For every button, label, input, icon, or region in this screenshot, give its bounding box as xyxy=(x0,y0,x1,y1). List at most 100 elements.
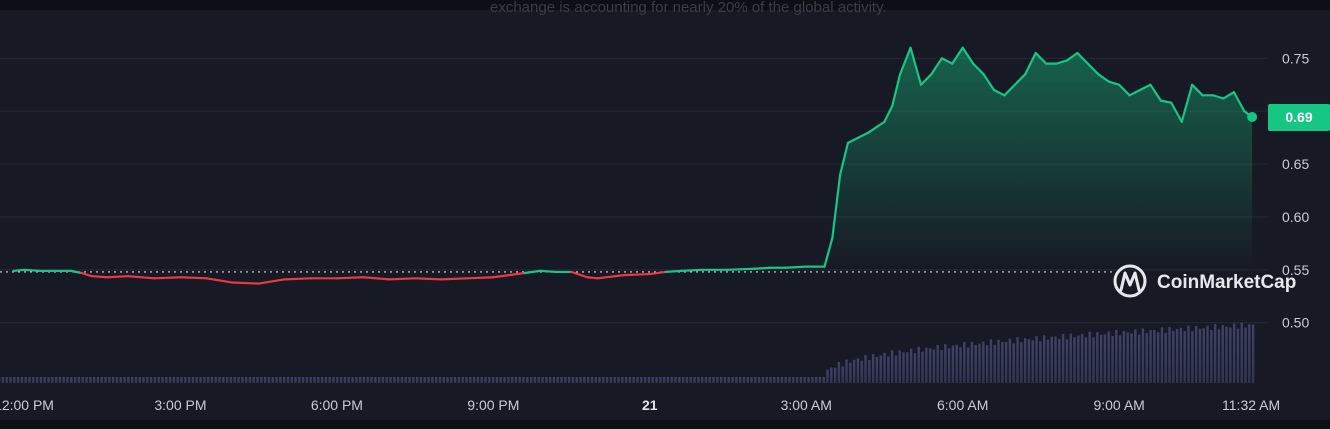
price-line-segment xyxy=(1118,83,1131,97)
volume-bar xyxy=(214,377,217,383)
volume-bar xyxy=(256,377,259,383)
volume-bar xyxy=(583,377,586,383)
volume-bar xyxy=(54,377,58,383)
volume-bar xyxy=(165,377,168,383)
volume-bar xyxy=(830,367,833,383)
volume-bar xyxy=(370,377,373,383)
volume-bar xyxy=(453,377,457,383)
price-line-segment xyxy=(951,46,964,65)
volume-bar xyxy=(719,377,723,383)
volume-bar xyxy=(408,377,411,383)
volume-bar xyxy=(263,377,267,383)
volume-bar xyxy=(723,377,727,383)
volume-bar xyxy=(176,377,179,383)
volume-bar xyxy=(875,356,879,383)
volume-bar xyxy=(389,377,392,383)
price-line-segment xyxy=(940,57,954,65)
volume-bar xyxy=(465,377,468,383)
price-line-segment xyxy=(1086,62,1100,76)
volume-bar xyxy=(662,377,666,383)
volume-bar xyxy=(187,377,191,383)
volume-bar xyxy=(833,367,837,383)
volume-bar xyxy=(852,359,856,383)
price-line-segment xyxy=(784,265,808,269)
volume-bar xyxy=(624,377,628,383)
volume-bar xyxy=(522,377,525,383)
volume-bar xyxy=(1096,332,1099,383)
volume-bar xyxy=(1065,339,1069,383)
volume-bar xyxy=(488,377,491,383)
volume-bar xyxy=(28,377,31,383)
volume-bar xyxy=(928,348,932,383)
price-line-segment xyxy=(899,46,912,76)
volume-bar xyxy=(727,377,730,383)
price-line-segment xyxy=(179,276,208,280)
volume-bar xyxy=(564,377,567,383)
volume-bar xyxy=(51,377,54,383)
volume-bar xyxy=(336,377,339,383)
volume-bar xyxy=(1130,333,1133,383)
volume-bar xyxy=(807,377,810,383)
volume-bar xyxy=(841,366,844,383)
volume-bar xyxy=(571,377,575,383)
price-line-segment xyxy=(1013,73,1027,86)
y-axis-labels: 0.50 0.55 0.60 0.65 0.75 xyxy=(1282,50,1309,330)
price-line-segment xyxy=(972,62,985,76)
volume-bar xyxy=(1172,330,1175,383)
volume-bar xyxy=(366,377,369,383)
volume-bar xyxy=(172,377,176,383)
price-line-segment xyxy=(523,269,542,275)
price-line-segment xyxy=(387,277,417,281)
volume-bar xyxy=(332,377,335,383)
volume-bar xyxy=(822,377,825,383)
volume-bar xyxy=(556,377,559,383)
volume-bar xyxy=(362,377,366,383)
volume-bar xyxy=(1023,338,1027,383)
volume-bar xyxy=(104,377,107,383)
volume-bar xyxy=(1175,329,1179,383)
volume-bar xyxy=(1183,331,1186,383)
volume-bar xyxy=(195,377,198,383)
price-line-segment xyxy=(648,270,667,276)
volume-bar xyxy=(529,377,533,383)
volume-bar xyxy=(640,377,643,383)
volume-bar xyxy=(13,377,16,383)
volume-bars xyxy=(0,322,1255,383)
volume-bar xyxy=(1073,337,1076,383)
volume-bar xyxy=(70,377,73,383)
volume-bar xyxy=(678,377,681,383)
price-line-segment xyxy=(1159,99,1173,104)
price-line-segment xyxy=(1003,83,1016,97)
volume-bar xyxy=(1187,325,1190,383)
price-badge-label: 0.69 xyxy=(1285,109,1312,125)
volume-bar xyxy=(951,345,955,383)
volume-bar xyxy=(769,377,772,383)
watermark-label: CoinMarketCap xyxy=(1157,272,1296,293)
volume-bar xyxy=(32,377,35,383)
volume-bar xyxy=(427,377,430,383)
price-line-segment xyxy=(857,131,870,139)
volume-bar xyxy=(127,377,130,383)
price-line-segment xyxy=(205,277,234,284)
volume-bar xyxy=(1031,340,1034,383)
price-line-segment xyxy=(335,276,365,280)
volume-bar xyxy=(252,377,255,383)
price-line-segment xyxy=(492,274,511,279)
volume-bar xyxy=(275,377,278,383)
volume-bar xyxy=(548,377,552,383)
volume-bar xyxy=(229,377,233,383)
price-line-segment xyxy=(1180,83,1194,123)
volume-bar xyxy=(1141,328,1145,383)
volume-bar xyxy=(871,354,875,383)
price-area xyxy=(824,47,1253,272)
volume-bar xyxy=(982,341,985,383)
price-line-segment xyxy=(891,73,902,107)
volume-bar xyxy=(757,377,761,383)
volume-bar xyxy=(400,377,404,383)
volume-bar xyxy=(666,377,670,383)
price-line-segment xyxy=(930,57,943,76)
x-tick-label: 9:00 PM xyxy=(467,397,519,413)
volume-bar xyxy=(936,345,939,383)
